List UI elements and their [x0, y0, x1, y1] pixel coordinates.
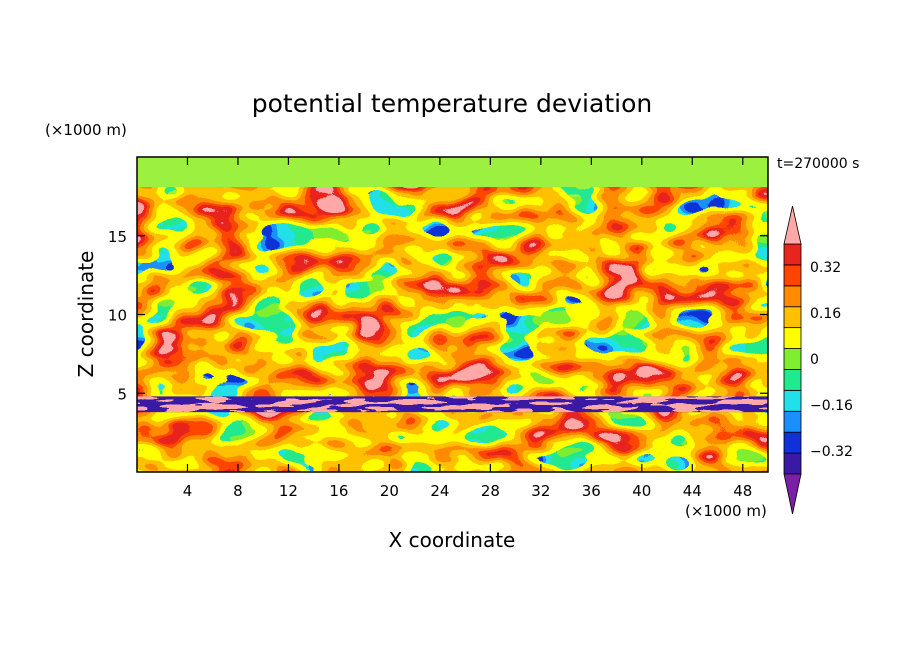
colorbar-swatch [783, 306, 802, 329]
colorbar-swatch [783, 348, 802, 370]
colorbar-extend-high [783, 205, 802, 245]
x-tick-label: 20 [380, 482, 399, 500]
colorbar-tick-label: 0.32 [810, 260, 841, 276]
contour-level-layer [137, 187, 768, 472]
colorbar-extend-low [783, 473, 802, 515]
colorbar-tick-label: −0.16 [810, 398, 853, 414]
x-axis-label: X coordinate [389, 528, 516, 552]
colorbar-swatch [783, 431, 802, 454]
y-axis: 5 10 15 [108, 228, 768, 403]
contour-field [137, 157, 768, 472]
chart-title: potential temperature deviation [252, 89, 652, 118]
colorbar-tick-label: 0 [810, 352, 819, 368]
x-tick-label: 32 [531, 482, 550, 500]
low-level-band-warm [137, 396, 768, 413]
y-unit-label: (×1000 m) [45, 121, 127, 139]
x-axis: 4 8 12 16 20 24 28 32 36 40 44 48 [183, 157, 752, 500]
y-tick-label: 15 [108, 228, 127, 246]
colorbar-swatch [783, 285, 802, 308]
colorbar: 0.32 0.16 0 −0.16 −0.32 [783, 205, 853, 515]
time-label: t=270000 s [777, 156, 859, 172]
x-tick-label: 12 [279, 482, 298, 500]
colorbar-tick-label: 0.16 [810, 306, 841, 322]
colorbar-swatch [783, 264, 802, 287]
colorbar-swatch [783, 327, 802, 349]
x-tick-label: 48 [733, 482, 752, 500]
colorbar-swatch [783, 389, 802, 412]
x-tick-label: 16 [329, 482, 348, 500]
y-tick-label: 5 [117, 385, 127, 403]
x-tick-label: 36 [582, 482, 601, 500]
x-tick-label: 8 [233, 482, 243, 500]
x-unit-label: (×1000 m) [685, 502, 767, 520]
x-tick-label: 40 [632, 482, 651, 500]
colorbar-swatch [783, 369, 802, 391]
x-tick-label: 24 [430, 482, 449, 500]
y-tick-label: 10 [108, 307, 127, 325]
x-tick-label: 28 [481, 482, 500, 500]
colorbar-swatch [783, 410, 802, 433]
x-tick-label: 4 [183, 482, 193, 500]
y-axis-label: Z coordinate [74, 251, 98, 378]
colorbar-swatch [783, 452, 802, 475]
x-tick-label: 44 [683, 482, 702, 500]
colorbar-tick-label: −0.32 [810, 444, 853, 460]
colorbar-swatch [783, 243, 802, 266]
